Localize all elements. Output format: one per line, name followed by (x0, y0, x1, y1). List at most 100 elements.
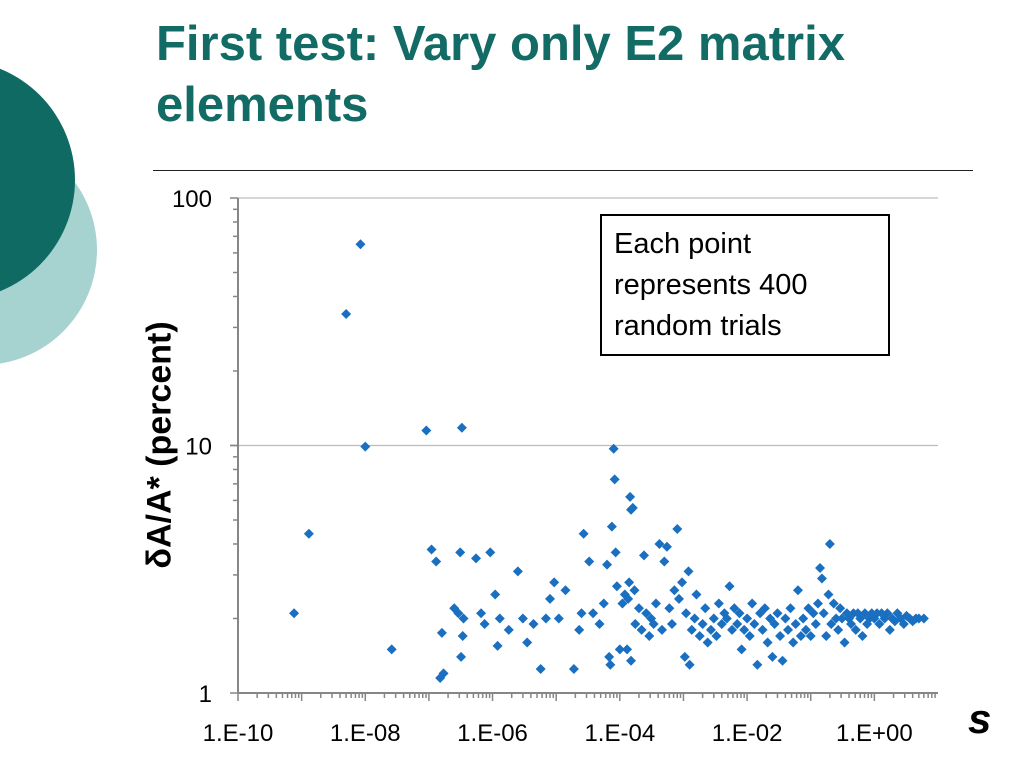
data-point (650, 598, 661, 609)
data-point (456, 651, 467, 662)
x-tick-label: 1.E-06 (457, 720, 528, 747)
data-point (602, 559, 613, 570)
data-point (517, 613, 528, 624)
data-point (609, 474, 620, 485)
data-point (812, 598, 823, 609)
data-point (426, 544, 437, 555)
data-point (625, 491, 636, 502)
x-tick-label: 1.E-10 (203, 720, 274, 747)
data-point (757, 624, 768, 635)
data-point (503, 624, 514, 635)
data-point (684, 659, 695, 670)
data-point (622, 644, 633, 655)
annotation-line: random trials (614, 310, 782, 342)
data-point (528, 619, 539, 630)
annotation-line: Each point (614, 228, 752, 260)
data-point (721, 613, 732, 624)
data-point (700, 603, 711, 614)
y-tick-label: 1 (199, 681, 212, 708)
data-point (752, 659, 763, 670)
data-point (747, 598, 758, 609)
data-point (739, 624, 750, 635)
data-point (805, 630, 816, 641)
decorative-circles (0, 68, 97, 364)
data-point (654, 538, 665, 549)
data-point (644, 630, 655, 641)
x-tick-label: 1.E-04 (584, 720, 655, 747)
data-point (816, 573, 827, 584)
data-point (729, 603, 740, 614)
data-point (818, 608, 829, 619)
data-point (545, 593, 556, 604)
data-point (780, 613, 791, 624)
data-point (823, 589, 834, 600)
data-point (694, 630, 705, 641)
data-point (702, 637, 713, 648)
data-point (727, 624, 738, 635)
data-point (824, 538, 835, 549)
data-point (355, 239, 366, 250)
data-point (918, 613, 929, 624)
data-point (742, 613, 753, 624)
data-point (821, 630, 832, 641)
data-point (553, 613, 564, 624)
data-point (457, 630, 468, 641)
title-divider (153, 170, 973, 171)
dark-teal-circle (0, 68, 75, 292)
data-point (604, 651, 615, 662)
data-point (421, 425, 432, 436)
data-point (490, 589, 501, 600)
data-point (679, 651, 690, 662)
data-point (492, 640, 503, 651)
data-point (479, 619, 490, 630)
data-point (713, 598, 724, 609)
data-point (681, 608, 692, 619)
data-point (790, 619, 801, 630)
data-point (289, 608, 300, 619)
data-point (884, 624, 895, 635)
data-point (736, 644, 747, 655)
data-point (788, 637, 799, 648)
data-point (775, 630, 786, 641)
data-point (669, 585, 680, 596)
data-point (617, 598, 628, 609)
data-point (711, 630, 722, 641)
data-point (705, 624, 716, 635)
data-point (568, 664, 579, 675)
data-point (672, 523, 683, 534)
data-point (614, 644, 625, 655)
y-tick-label: 10 (185, 434, 212, 461)
data-point (724, 581, 735, 592)
data-point (360, 441, 371, 452)
data-point (769, 619, 780, 630)
data-point (857, 630, 868, 641)
data-point (588, 608, 599, 619)
data-point (456, 422, 467, 433)
data-point (594, 619, 605, 630)
data-point (549, 577, 560, 588)
data-point (846, 619, 857, 630)
y-tick-label: 100 (172, 186, 212, 213)
data-point (835, 603, 846, 614)
data-point (386, 644, 397, 655)
y-axis-label: δA/A* (percent) (140, 321, 179, 569)
data-point (626, 655, 637, 666)
data-point (772, 608, 783, 619)
data-point (759, 603, 770, 614)
data-point (494, 613, 505, 624)
data-point (639, 550, 650, 561)
data-point (691, 589, 702, 600)
data-point (303, 528, 314, 539)
data-point (785, 603, 796, 614)
data-point (535, 664, 546, 675)
data-point (734, 608, 745, 619)
data-point (708, 613, 719, 624)
annotation-box: Each point represents 400 random trials (600, 214, 890, 356)
data-point (512, 566, 523, 577)
data-point (792, 585, 803, 596)
data-point (584, 556, 595, 567)
data-point (656, 624, 667, 635)
data-point (839, 637, 850, 648)
data-point (610, 547, 621, 558)
data-point (522, 637, 533, 648)
